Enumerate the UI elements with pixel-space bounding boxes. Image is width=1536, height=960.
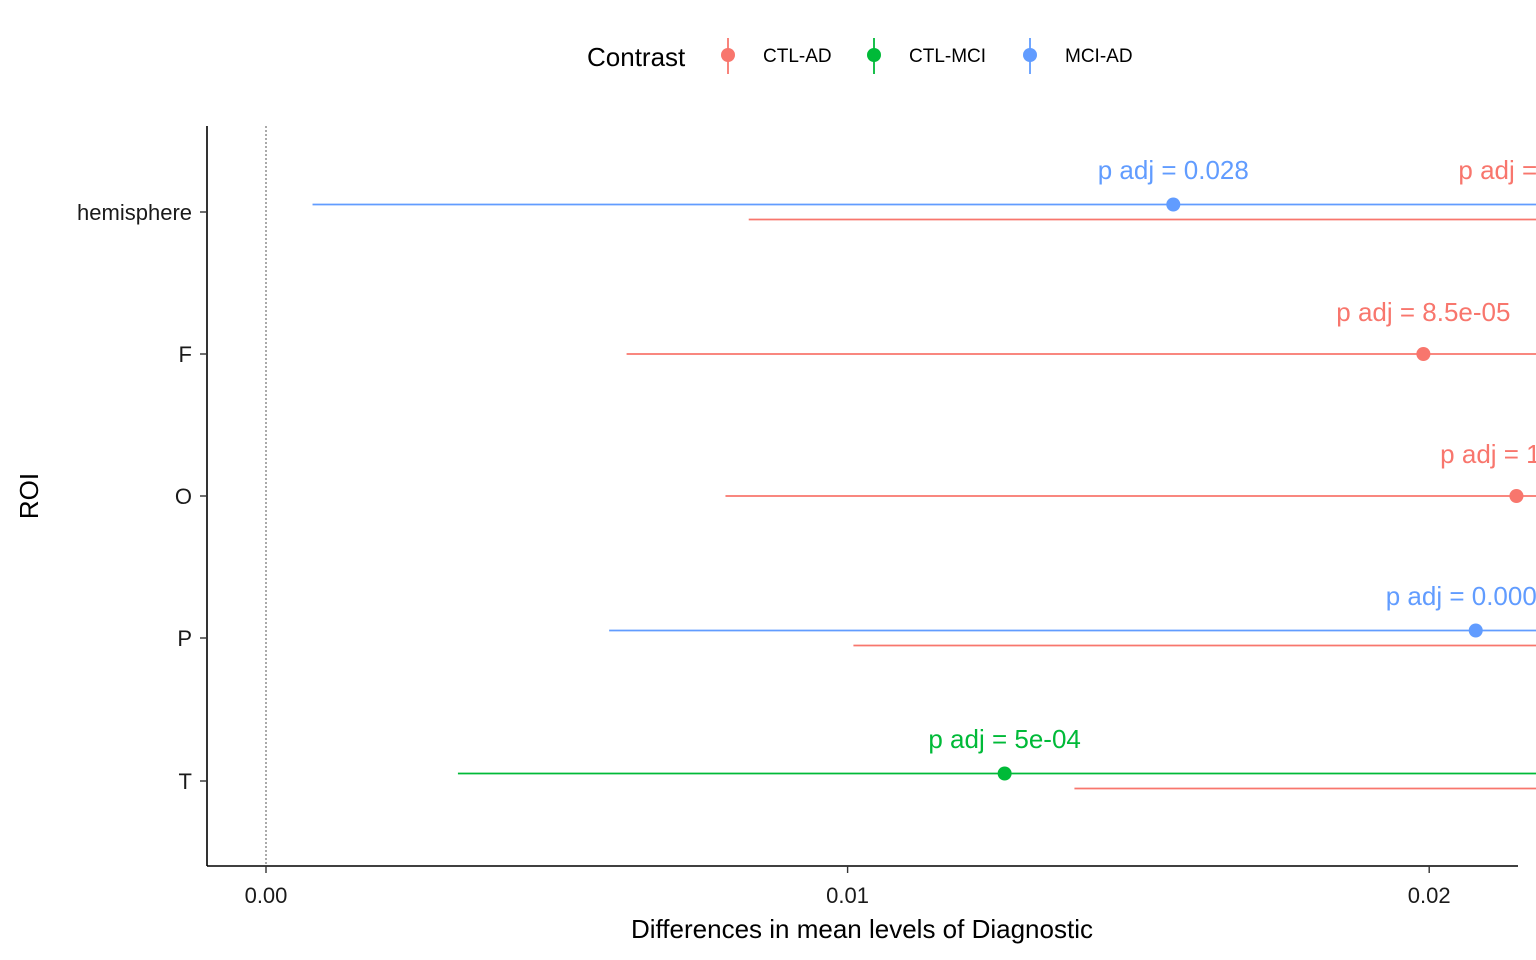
x-tick-label: 0.00	[245, 883, 288, 908]
p-value-label: p adj = 1e-05	[1440, 439, 1536, 469]
y-tick-label: F	[179, 342, 192, 367]
p-value-label: p adj = 8.5e-05	[1336, 297, 1510, 327]
legend: Contrast CTL-AD CTL-MCI MCI-AD	[587, 38, 1133, 74]
point-estimate	[1509, 489, 1524, 503]
legend-label: CTL-AD	[763, 46, 832, 67]
y-tick-label: T	[179, 769, 192, 794]
legend-key-point	[1023, 48, 1037, 62]
x-tick-label: 0.02	[1408, 883, 1451, 908]
p-value-label: p adj = 0.00024	[1386, 581, 1536, 611]
y-tick-label: hemisphere	[77, 200, 192, 225]
legend-label: MCI-AD	[1065, 46, 1133, 67]
y-tick-label: O	[175, 484, 192, 509]
legend-key-point	[867, 48, 881, 62]
legend-title: Contrast	[587, 42, 686, 72]
x-tick-label: 0.01	[826, 883, 869, 908]
p-value-label: p adj = 0.028	[1098, 155, 1249, 185]
x-axis-ticks: 0.000.010.020.030.04	[245, 866, 1451, 908]
x-axis-title: Differences in mean levels of Diagnostic	[631, 914, 1093, 944]
point-estimate	[1468, 623, 1483, 638]
point-estimate	[1416, 347, 1431, 361]
p-value-label: p adj = 5e-04	[928, 724, 1081, 754]
y-axis-ticks: hemisphere F O P T	[77, 200, 207, 794]
data-marks: p adj = 5.4e-06 p adj = 8.5e-05 p adj = 1e…	[312, 155, 1536, 790]
legend-label: CTL-MCI	[909, 46, 986, 67]
legend-key-point	[721, 48, 735, 62]
point-estimate	[1166, 197, 1181, 212]
point-estimate	[997, 766, 1012, 781]
y-axis-title: ROI	[14, 473, 44, 519]
y-tick-label: P	[177, 626, 192, 651]
p-value-label: p adj = 5.4e-06	[1458, 155, 1536, 185]
